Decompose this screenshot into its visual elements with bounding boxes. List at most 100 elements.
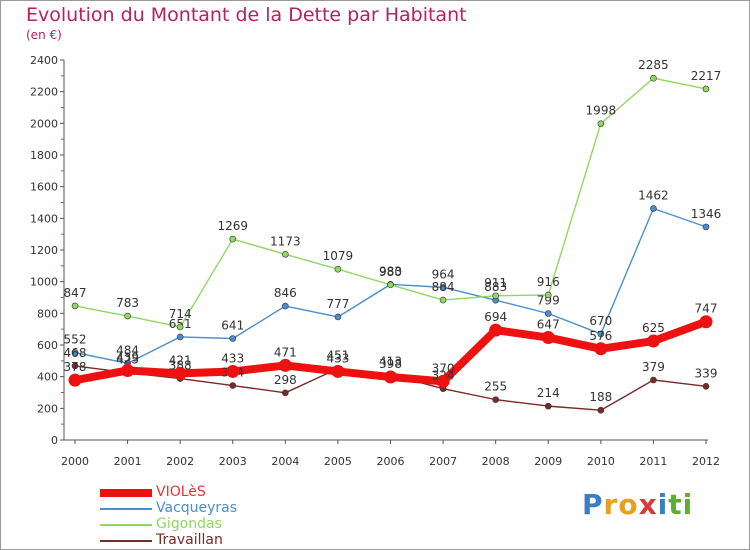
legend-item: VIOLèS: [100, 484, 320, 501]
data-label: 846: [274, 286, 297, 300]
data-point: [702, 223, 710, 231]
legend-swatch: [100, 508, 152, 510]
data-point: [229, 235, 237, 243]
logo-letter: o: [618, 488, 639, 521]
data-point: [650, 376, 657, 384]
data-label: 421: [169, 353, 192, 367]
x-tick-label: 2004: [271, 455, 299, 468]
data-point: [124, 312, 131, 320]
data-label: 484: [116, 343, 139, 357]
data-label: 425: [116, 353, 139, 367]
data-label: 398: [379, 357, 402, 371]
data-label: 339: [695, 366, 718, 380]
data-label: 714: [169, 307, 192, 321]
legend-label: Gigondas: [156, 516, 222, 532]
logo-letter: t: [668, 488, 683, 521]
data-label: 625: [642, 321, 665, 335]
y-tick-label: 600: [37, 339, 58, 352]
x-tick-label: 2011: [639, 455, 667, 468]
data-point: [226, 364, 240, 378]
x-tick-label: 2008: [482, 455, 510, 468]
data-point: [229, 335, 237, 342]
y-tick-label: 2200: [30, 86, 58, 99]
data-label: 439: [116, 350, 139, 364]
data-label: 911: [484, 276, 507, 290]
data-label: 188: [589, 390, 612, 404]
data-label: 883: [484, 280, 507, 294]
data-point: [702, 85, 710, 93]
data-label: 847: [64, 286, 87, 300]
legend-item: Travaillan: [100, 532, 320, 549]
logo-letter: x: [638, 488, 658, 521]
data-point: [282, 302, 289, 310]
data-point: [699, 315, 713, 329]
data-label: 1269: [217, 219, 248, 233]
data-label: 379: [642, 360, 665, 374]
legend-label: Vacqueyras: [156, 500, 238, 516]
data-point: [489, 323, 503, 337]
data-point: [597, 330, 605, 338]
data-point: [650, 205, 657, 212]
data-label: 641: [221, 319, 244, 333]
data-point: [439, 296, 447, 304]
data-point: [646, 334, 660, 348]
y-tick-label: 200: [37, 402, 58, 415]
data-point: [334, 265, 342, 273]
x-tick-label: 2000: [61, 455, 89, 468]
x-tick-label: 2002: [166, 455, 194, 468]
legend-swatch: [100, 540, 152, 542]
data-label: 378: [64, 360, 87, 374]
logo-letter: i: [682, 488, 694, 521]
data-point: [594, 342, 608, 356]
data-label: 799: [537, 293, 560, 307]
data-label: 433: [326, 351, 349, 365]
data-point: [384, 370, 397, 384]
data-label: 1173: [270, 234, 301, 248]
chart-title: Evolution du Montant de la Dette par Hab…: [26, 4, 467, 26]
y-tick-label: 0: [51, 434, 58, 447]
data-label: 884: [432, 280, 455, 294]
data-label: 471: [274, 345, 297, 359]
data-point: [229, 382, 237, 389]
data-label: 413: [379, 355, 402, 369]
x-tick-label: 2009: [534, 455, 562, 468]
data-point: [597, 120, 605, 127]
logo-letter: i: [657, 488, 669, 521]
data-point: [334, 313, 342, 321]
data-point: [492, 396, 499, 403]
legend-swatch: [100, 489, 152, 497]
y-tick-label: 2000: [30, 117, 58, 130]
data-label: 1462: [638, 189, 669, 203]
legend-swatch: [100, 524, 152, 526]
x-tick-label: 2010: [587, 455, 615, 468]
x-tick-label: 2012: [692, 455, 720, 468]
x-tick-label: 2005: [324, 455, 352, 468]
data-label: 980: [379, 265, 402, 279]
data-point: [71, 302, 79, 310]
data-point: [176, 323, 184, 331]
x-tick-label: 2001: [114, 455, 142, 468]
y-tick-label: 800: [37, 307, 58, 320]
data-label: 2217: [691, 69, 722, 83]
data-point: [702, 383, 710, 390]
x-tick-label: 2003: [219, 455, 247, 468]
data-point: [650, 74, 657, 82]
data-point: [544, 402, 552, 410]
data-label: 576: [589, 329, 612, 343]
data-point: [282, 389, 289, 397]
data-point: [544, 310, 552, 317]
y-tick-label: 1800: [30, 149, 58, 162]
legend: VIOLèS Vacqueyras Gigondas Travaillan: [100, 484, 320, 549]
y-tick-label: 1200: [30, 244, 58, 257]
data-label: 2285: [638, 58, 669, 72]
data-label: 255: [484, 380, 507, 394]
legend-item: Gigondas: [100, 516, 320, 533]
logo-letter: P: [582, 488, 604, 521]
y-tick-label: 2400: [30, 54, 58, 67]
y-tick-label: 1000: [30, 276, 58, 289]
data-point: [71, 349, 79, 356]
data-label: 916: [537, 275, 560, 289]
data-point: [439, 284, 447, 291]
data-label: 783: [116, 296, 139, 310]
data-label: 983: [379, 264, 402, 278]
